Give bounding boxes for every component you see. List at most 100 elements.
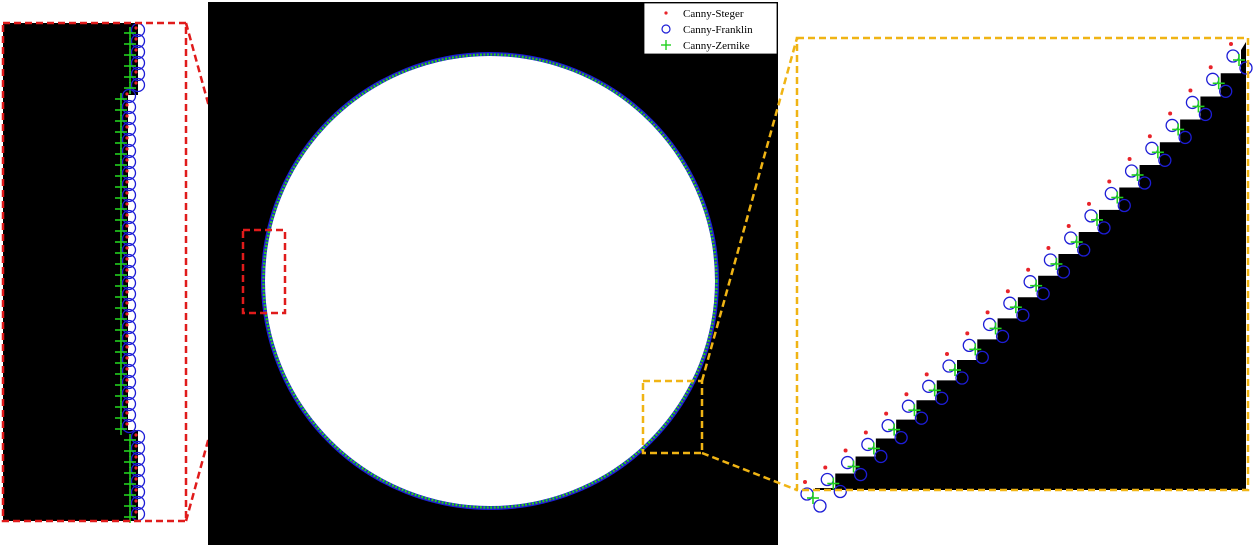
steger-dot-marker [945,352,949,357]
zernike-plus-marker [1009,301,1022,314]
zernike-plus-marker [115,170,127,182]
zernike-plus-marker [124,467,136,479]
zernike-plus-marker [124,82,136,94]
zernike-plus-marker [115,148,127,160]
legend-label-zernike: Canny-Zernike [683,40,750,52]
franklin-circle-marker [914,411,929,425]
steger-dot-marker [125,224,129,228]
franklin-circle-marker [121,297,137,313]
zernike-plus-marker [115,159,127,171]
steger-dot-marker [125,422,129,426]
zernike-plus-marker [115,412,127,424]
franklin-circle-marker [121,374,137,390]
zernike-plus-marker [115,302,127,314]
zernike-plus-marker [1151,146,1164,159]
franklin-circle-marker [121,330,137,346]
center-zoom-box-right [641,379,704,455]
zernike-plus-marker [115,346,127,358]
legend: Canny-Steger Canny-Franklin Canny-Zernik… [643,2,778,55]
franklin-circle-marker [121,286,137,302]
steger-dot-marker [125,202,129,206]
franklin-circle-marker [121,264,137,280]
steger-dot-marker [985,310,990,315]
franklin-circle-marker [894,430,908,445]
legend-plus-icon [661,40,671,50]
franklin-circle-marker [955,371,969,385]
zernike-plus-marker [969,343,982,356]
zernike-plus-marker [115,181,127,193]
steger-dot-marker [125,290,129,294]
zernike-plus-marker [115,225,127,237]
center-image-panel: Canny-Steger Canny-Franklin Canny-Zernik… [208,2,778,545]
steger-dot-marker [125,235,129,239]
steger-dot-marker [125,169,129,173]
zernike-plus-marker [1233,54,1245,66]
franklin-circle-marker [813,499,827,513]
franklin-circle-marker [1117,198,1131,213]
steger-dot-marker [125,323,129,327]
steger-dot-marker [125,301,129,305]
franklin-circle-marker [121,231,137,247]
steger-dot-marker [1107,179,1112,184]
zernike-plus-marker [115,192,127,204]
franklin-circle-marker [130,66,146,82]
steger-dot-marker [134,455,138,459]
zernike-plus-marker [1091,213,1103,226]
franklin-circle-marker [1198,107,1213,122]
zernike-plus-marker [989,322,1002,335]
franklin-circle-marker [874,449,888,464]
zernike-plus-marker [115,390,127,402]
steger-dot-marker [134,48,138,52]
steger-dot-marker [134,488,138,492]
franklin-circle-marker [130,55,146,71]
steger-dot-marker [134,433,138,437]
steger-dot-marker [125,389,129,393]
zernike-plus-marker [115,93,127,105]
franklin-circle-marker [121,242,137,258]
franklin-circle-marker [1036,287,1050,301]
zernike-plus-marker [115,313,127,325]
steger-dot-marker [1168,111,1173,116]
zernike-plus-marker [115,126,127,138]
legend-label-steger: Canny-Steger [683,8,744,20]
steger-dot-marker [1046,245,1051,250]
steger-dot-marker [125,411,129,415]
steger-dot-marker [125,345,129,349]
zernike-plus-marker [115,247,127,259]
steger-dot-marker [1208,65,1213,70]
franklin-circle-marker [975,350,989,365]
franklin-circle-marker [121,341,137,357]
left-zoom-panel [1,21,188,523]
franklin-circle-marker [1219,84,1233,98]
steger-dot-marker [1188,88,1193,93]
zernike-plus-marker [908,404,921,417]
right-zoom-panel [795,36,1253,513]
franklin-circle-marker [1158,153,1172,167]
franklin-circle-marker [121,198,137,214]
zernike-plus-marker [115,236,127,248]
steger-dot-marker [125,125,129,129]
steger-dot-marker [125,246,129,250]
franklin-circle-marker [121,352,137,368]
zernike-plus-marker [124,71,136,83]
zernike-plus-marker [115,115,127,127]
right-zoom-edge-markers [800,42,1253,513]
franklin-circle-marker [121,99,137,115]
franklin-circle-marker [1097,221,1111,235]
franklin-circle-marker [121,363,137,379]
franklin-circle-marker [1178,130,1192,145]
steger-dot-marker [134,510,138,514]
steger-dot-marker [884,411,889,416]
franklin-circle-marker [995,329,1010,344]
zernike-plus-marker [1172,123,1185,136]
steger-dot-marker [125,356,129,360]
franklin-circle-marker [130,33,146,49]
franklin-circle-marker [833,484,847,499]
zernike-plus-marker [115,324,127,336]
franklin-circle-marker [1056,265,1071,279]
steger-dot-marker [125,114,129,118]
zernike-plus-marker [1192,100,1205,113]
franklin-circle-marker [1239,61,1253,75]
franklin-circle-marker [1016,308,1030,322]
